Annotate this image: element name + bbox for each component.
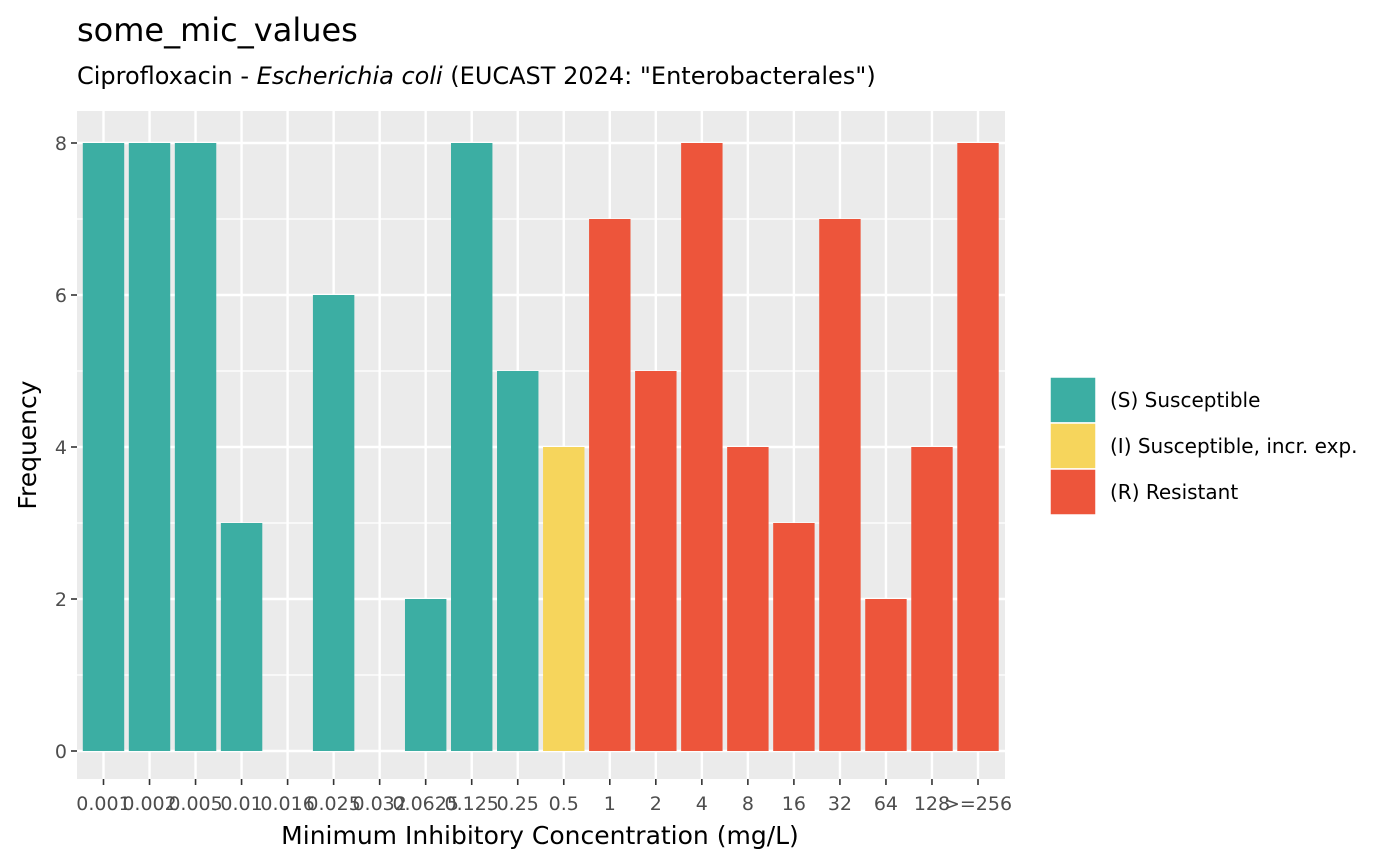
x-tick-label: 4 xyxy=(696,793,708,815)
bar-8 xyxy=(450,143,493,751)
x-tick-label: 0.01 xyxy=(220,793,262,815)
x-tick-label: 0.5 xyxy=(549,793,579,815)
bar-1 xyxy=(128,143,171,751)
x-tick-label: 0.25 xyxy=(497,793,539,815)
x-axis-title: Minimum Inhibitory Concentration (mg/L) xyxy=(281,821,799,850)
bar-5 xyxy=(312,295,355,751)
bar-3 xyxy=(220,523,263,751)
x-axis: 0.0010.0020.0050.010.0160.0250.0320.0625… xyxy=(76,779,1012,815)
bar-17 xyxy=(865,599,907,751)
x-tick-label: 128 xyxy=(914,793,950,815)
x-tick-label: 0.025 xyxy=(306,793,360,815)
bar-10 xyxy=(543,447,585,751)
bars xyxy=(82,143,999,751)
subtitle-guideline: (EUCAST 2024: "Enterobacterales") xyxy=(443,62,876,90)
bar-11 xyxy=(589,219,631,751)
x-tick-label: 32 xyxy=(828,793,852,815)
x-tick-label: 64 xyxy=(874,793,898,815)
chart-subtitle: Ciprofloxacin - Escherichia coli (EUCAST… xyxy=(77,62,876,90)
legend: (S) Susceptible (I) Susceptible, incr. ex… xyxy=(1049,376,1358,516)
x-tick-label: 0.016 xyxy=(260,793,314,815)
subtitle-drug: Ciprofloxacin - xyxy=(77,62,257,90)
x-tick-label: >=256 xyxy=(944,793,1012,815)
bar-14 xyxy=(727,447,769,751)
x-tick-label: 2 xyxy=(650,793,662,815)
y-tick-label: 2 xyxy=(55,589,67,611)
legend-key-S xyxy=(1049,376,1097,424)
bar-18 xyxy=(911,447,953,751)
bar-12 xyxy=(635,371,677,751)
y-axis: 0 2 4 6 8 xyxy=(55,133,77,763)
y-axis-title: Frequency xyxy=(13,380,42,509)
legend-key-R xyxy=(1049,468,1097,516)
bar-16 xyxy=(819,219,861,751)
x-tick-label: 0.005 xyxy=(168,793,222,815)
bar-2 xyxy=(174,143,217,751)
legend-label-I: (I) Susceptible, incr. exp. xyxy=(1110,434,1358,458)
y-tick-label: 6 xyxy=(55,285,67,307)
legend-label-S: (S) Susceptible xyxy=(1110,388,1260,412)
y-tick-label: 0 xyxy=(55,741,67,763)
y-tick-label: 4 xyxy=(55,437,67,459)
x-tick-label: 1 xyxy=(604,793,616,815)
subtitle-organism: Escherichia coli xyxy=(257,62,443,90)
bar-9 xyxy=(497,371,539,751)
x-tick-label: 0.001 xyxy=(76,793,130,815)
legend-key-I xyxy=(1049,422,1097,470)
x-tick-label: 0.125 xyxy=(445,793,499,815)
bar-15 xyxy=(773,523,815,751)
bar-0 xyxy=(82,143,125,751)
bar-13 xyxy=(681,143,723,751)
x-tick-label: 16 xyxy=(782,793,806,815)
x-tick-label: 8 xyxy=(742,793,754,815)
x-tick-label: 0.032 xyxy=(352,793,406,815)
x-tick-label: 0.002 xyxy=(122,793,176,815)
y-tick-label: 8 xyxy=(55,133,67,155)
bar-19 xyxy=(957,143,999,751)
x-tick-label: 0.0625 xyxy=(392,793,458,815)
bar-7 xyxy=(404,599,447,751)
legend-label-R: (R) Resistant xyxy=(1110,480,1238,504)
chart-title: some_mic_values xyxy=(77,11,358,49)
